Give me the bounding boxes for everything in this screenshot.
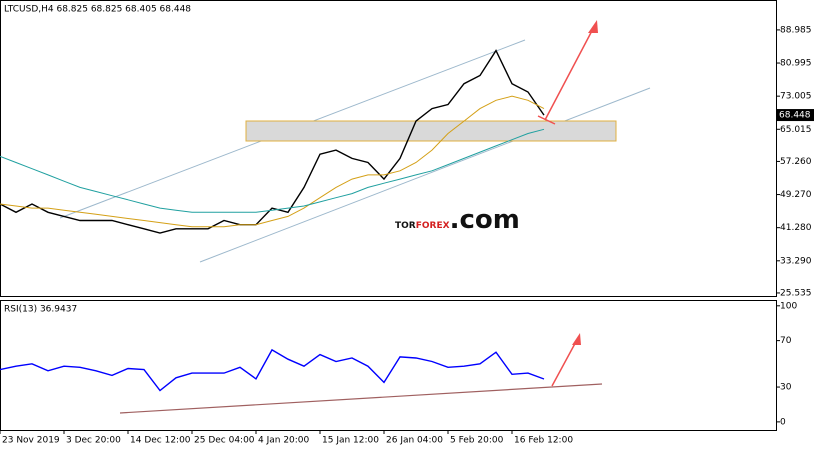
last-price-label: 68.448 xyxy=(779,111,811,121)
logo-part: .com xyxy=(450,205,520,235)
x-tick-label: 25 Dec 04:00 xyxy=(194,436,255,446)
y-tick-label: 30 xyxy=(780,383,792,393)
y-tick-label: 25.535 xyxy=(780,288,812,298)
y-tick-label: 70 xyxy=(780,336,792,346)
arrow xyxy=(544,24,596,121)
x-tick-label: 5 Feb 20:00 xyxy=(450,436,504,446)
logo-part: TOR xyxy=(395,221,416,231)
y-tick-label: 65.015 xyxy=(780,125,812,135)
y-tick-label: 41.280 xyxy=(780,223,812,233)
panel-title: LTCUSD,H4 68.825 68.825 68.405 68.448 xyxy=(4,5,191,15)
panel-title: RSI(13) 36.9437 xyxy=(4,305,77,315)
y-tick-label: 100 xyxy=(780,301,797,311)
logo: TORFOREX.com xyxy=(395,205,520,235)
x-tick-label: 3 Dec 20:00 xyxy=(66,436,121,446)
y-tick-label: 57.260 xyxy=(780,157,812,167)
main-panel xyxy=(0,0,777,297)
logo-part: FOREX xyxy=(416,221,450,231)
y-tick-label: 33.290 xyxy=(780,256,812,266)
arrow-head xyxy=(572,333,581,345)
x-tick-label: 26 Jan 04:00 xyxy=(386,436,443,446)
y-tick-label: 49.270 xyxy=(780,190,812,200)
x-tick-label: 4 Jan 20:00 xyxy=(258,436,310,446)
arrow-head xyxy=(588,20,598,33)
channel-line xyxy=(199,87,651,263)
arrow xyxy=(551,337,579,387)
x-tick-label: 16 Feb 12:00 xyxy=(514,436,573,446)
y-tick-label: 0 xyxy=(780,417,786,427)
series-line xyxy=(0,95,545,228)
x-tick-label: 14 Dec 12:00 xyxy=(130,436,191,446)
y-tick-label: 88.985 xyxy=(780,25,812,35)
series-line xyxy=(0,49,545,234)
rsi-trend-line xyxy=(119,383,603,414)
arrow xyxy=(537,115,556,125)
support-zone xyxy=(245,120,617,142)
y-tick-label: 73.005 xyxy=(780,92,812,102)
x-tick-label: 23 Nov 2019 xyxy=(2,436,60,446)
series-line xyxy=(0,128,545,213)
x-tick-label: 15 Jan 12:00 xyxy=(322,436,379,446)
last-price-box xyxy=(776,109,814,122)
series-line xyxy=(0,348,545,392)
y-tick-label: 80.995 xyxy=(780,59,812,69)
rsi-panel xyxy=(0,300,777,431)
